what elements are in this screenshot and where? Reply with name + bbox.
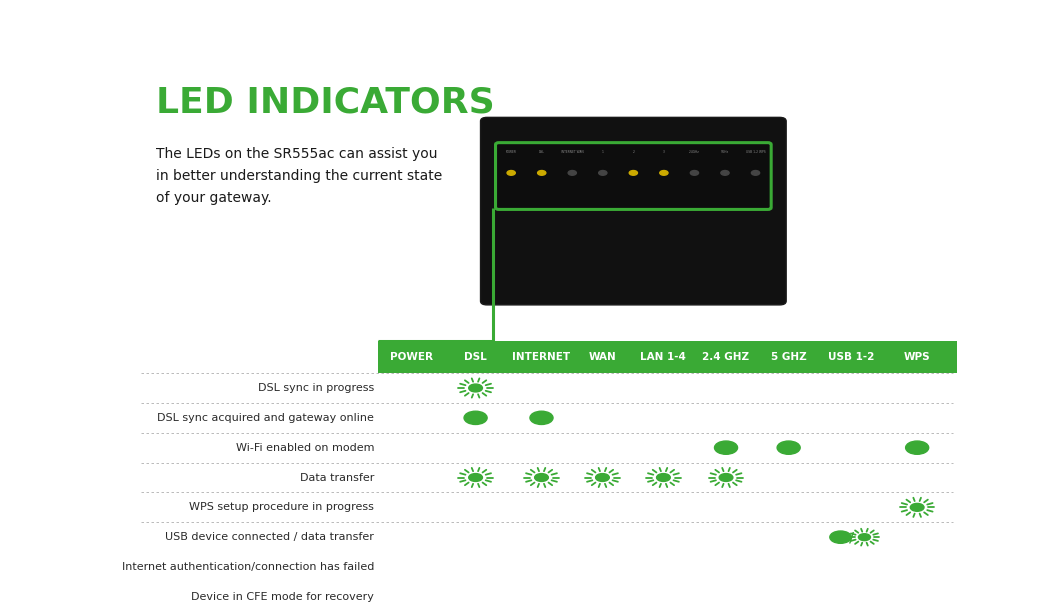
Circle shape: [777, 441, 800, 454]
Circle shape: [690, 170, 698, 175]
Text: Wi-Fi enabled on modem: Wi-Fi enabled on modem: [236, 443, 374, 453]
Circle shape: [530, 560, 553, 574]
Text: 5GHz: 5GHz: [721, 149, 729, 154]
Text: LED INDICATORS: LED INDICATORS: [156, 85, 494, 120]
Circle shape: [859, 534, 871, 541]
Circle shape: [721, 170, 729, 175]
Circle shape: [598, 170, 607, 175]
Text: WPS: WPS: [904, 352, 930, 362]
Text: WPS setup procedure in progress: WPS setup procedure in progress: [189, 502, 374, 512]
Circle shape: [530, 411, 553, 424]
Circle shape: [469, 384, 483, 392]
Text: WAN: WAN: [589, 352, 617, 362]
Circle shape: [568, 170, 576, 175]
Text: DSL: DSL: [539, 149, 544, 154]
Circle shape: [538, 170, 545, 175]
Circle shape: [910, 504, 924, 511]
Text: 2.4GHz: 2.4GHz: [689, 149, 699, 154]
Text: 3: 3: [663, 149, 664, 154]
Circle shape: [720, 474, 732, 482]
Circle shape: [660, 170, 668, 175]
Text: 5 GHZ: 5 GHZ: [771, 352, 807, 362]
Text: Internet authentication/connection has failed: Internet authentication/connection has f…: [122, 562, 374, 572]
Circle shape: [595, 474, 609, 482]
Circle shape: [629, 170, 638, 175]
Text: Device in CFE mode for recovery: Device in CFE mode for recovery: [191, 592, 374, 602]
Circle shape: [906, 441, 929, 454]
Text: LAN 1-4: LAN 1-4: [641, 352, 687, 362]
Circle shape: [752, 170, 760, 175]
Circle shape: [830, 531, 851, 543]
Text: DSL sync acquired and gateway online: DSL sync acquired and gateway online: [157, 413, 374, 423]
Circle shape: [400, 590, 423, 603]
Text: 1: 1: [602, 149, 604, 154]
Bar: [378, 341, 957, 373]
Circle shape: [507, 170, 516, 175]
Text: 2.4 GHZ: 2.4 GHZ: [703, 352, 749, 362]
Text: USB device connected / data transfer: USB device connected / data transfer: [166, 532, 374, 542]
Text: DSL: DSL: [465, 352, 487, 362]
Circle shape: [469, 474, 483, 482]
Text: DSL sync in progress: DSL sync in progress: [258, 383, 374, 393]
FancyBboxPatch shape: [480, 117, 787, 305]
Circle shape: [465, 411, 487, 424]
Text: Data transfer: Data transfer: [300, 472, 374, 483]
Text: USB 1-2: USB 1-2: [828, 352, 875, 362]
Circle shape: [657, 474, 671, 482]
FancyBboxPatch shape: [495, 143, 771, 210]
Text: 2: 2: [632, 149, 635, 154]
Text: INTERNET: INTERNET: [512, 352, 571, 362]
Text: POWER: POWER: [506, 149, 517, 154]
Circle shape: [535, 474, 549, 482]
Text: USB 1-2 WPS: USB 1-2 WPS: [745, 149, 765, 154]
Text: POWER: POWER: [390, 352, 433, 362]
Text: /: /: [848, 530, 854, 544]
Circle shape: [714, 441, 738, 454]
Text: INTERNET WAN: INTERNET WAN: [561, 149, 584, 154]
Text: The LEDs on the SR555ac can assist you
in better understanding the current state: The LEDs on the SR555ac can assist you i…: [156, 147, 442, 205]
